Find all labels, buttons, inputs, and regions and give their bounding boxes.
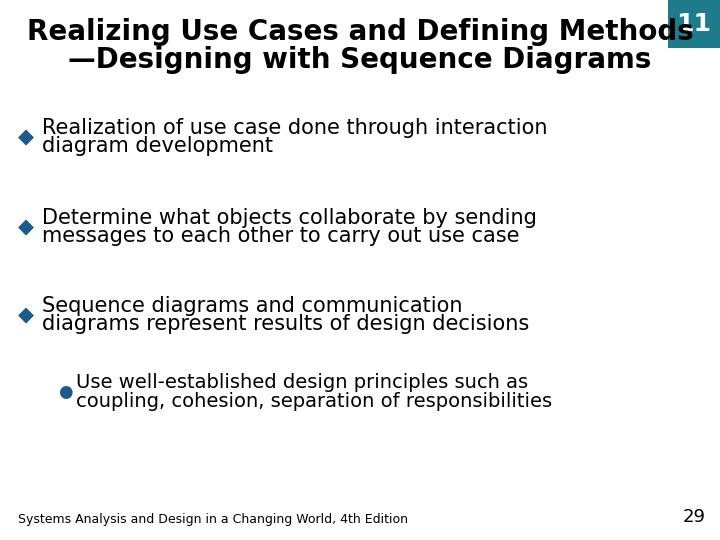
Text: Realizing Use Cases and Defining Methods: Realizing Use Cases and Defining Methods (27, 18, 693, 46)
FancyBboxPatch shape (668, 0, 720, 48)
Text: messages to each other to carry out use case: messages to each other to carry out use … (42, 226, 520, 246)
Text: diagrams represent results of design decisions: diagrams represent results of design dec… (42, 314, 529, 334)
Text: ◆: ◆ (18, 217, 34, 237)
Text: 29: 29 (683, 508, 706, 526)
Text: Use well-established design principles such as: Use well-established design principles s… (76, 373, 528, 392)
Text: coupling, cohesion, separation of responsibilities: coupling, cohesion, separation of respon… (76, 392, 552, 411)
Text: Systems Analysis and Design in a Changing World, 4th Edition: Systems Analysis and Design in a Changin… (18, 513, 408, 526)
Text: ◆: ◆ (18, 305, 34, 325)
Text: —Designing with Sequence Diagrams: —Designing with Sequence Diagrams (68, 46, 652, 74)
Text: 11: 11 (677, 12, 711, 36)
Text: diagram development: diagram development (42, 137, 273, 157)
Text: Realization of use case done through interaction: Realization of use case done through int… (42, 118, 547, 138)
Text: ●: ● (58, 383, 73, 401)
Text: Determine what objects collaborate by sending: Determine what objects collaborate by se… (42, 207, 537, 227)
Text: ◆: ◆ (18, 127, 34, 147)
Text: Sequence diagrams and communication: Sequence diagrams and communication (42, 295, 462, 315)
